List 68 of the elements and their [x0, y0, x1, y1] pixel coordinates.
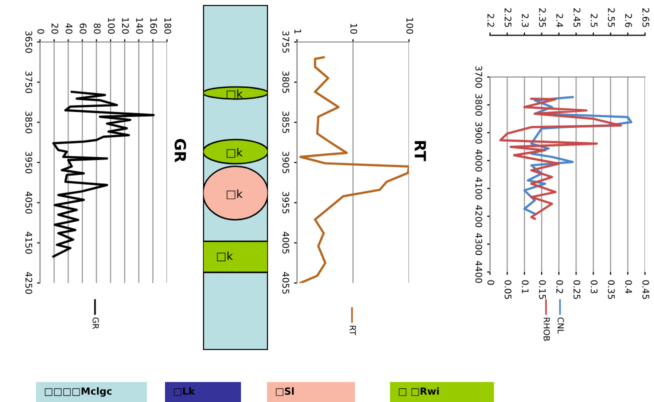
x-tick-label: 10	[350, 24, 358, 34]
x-tick-label: 0.4	[625, 280, 632, 294]
y-tick-label: 3650	[25, 31, 32, 53]
legend-label: CNL	[558, 317, 564, 334]
x-tick-label: 0.35	[608, 280, 615, 299]
y-tick-label: 4055	[282, 272, 290, 294]
x-tick-label: 0.2	[556, 280, 564, 294]
x-tick-label: 0.1	[522, 280, 529, 294]
x2-tick-label: 2.25	[504, 8, 512, 27]
x-tick-label: 120	[122, 18, 129, 34]
text: GR	[174, 139, 186, 162]
text: □Lk	[174, 387, 196, 396]
text: □Sl	[276, 387, 294, 396]
y-tick-label: 4400	[475, 260, 482, 283]
y-tick-label: 4150	[25, 232, 32, 254]
x-tick-label: 0	[37, 29, 44, 34]
y-tick-label: 4100	[475, 177, 482, 200]
x-tick-label: 180	[164, 18, 172, 34]
x2-tick-label: 2.5	[590, 14, 598, 27]
y-tick-label: 3750	[25, 71, 32, 94]
x-tick-label: 0.3	[590, 280, 598, 294]
text: RT	[414, 141, 426, 162]
x2-tick-label: 2.35	[539, 8, 546, 27]
x2-tick-label: 2.4	[556, 14, 564, 28]
y-tick-label: 3950	[25, 152, 32, 174]
text: □k	[226, 148, 243, 158]
legend-label: RHOB	[544, 318, 550, 341]
x-tick-label: 0.15	[539, 280, 546, 299]
text: □k	[226, 189, 243, 200]
y-tick-label: 3850	[25, 112, 32, 134]
y-tick-label: 3855	[282, 112, 290, 134]
x2-tick-label: 2.2	[488, 14, 494, 27]
x2-tick-label: 2.65	[642, 8, 650, 27]
x-tick-label: 160	[150, 18, 158, 34]
x-tick-label: 100	[108, 18, 115, 34]
x2-tick-label: 2.55	[608, 8, 615, 27]
x-tick-label: 60	[80, 24, 87, 34]
x-tick-label: 20	[51, 24, 58, 34]
legend-label: GR	[92, 317, 99, 330]
y-tick-label: 4000	[475, 150, 482, 172]
x-tick-label: 140	[136, 18, 143, 34]
y-tick-label: 4200	[475, 205, 482, 228]
text: □k	[217, 251, 233, 262]
x-tick-label: 100	[406, 18, 414, 34]
text: □ □Rwi	[398, 387, 439, 396]
y-tick-label: 3700	[475, 66, 482, 88]
y-tick-label: 3805	[282, 71, 290, 93]
x-tick-label: 40	[66, 23, 72, 34]
x2-tick-label: 2.45	[573, 8, 580, 27]
y-tick-label: 4050	[25, 192, 32, 214]
x2-tick-label: 2.6	[625, 14, 632, 28]
y-tick-label: 3900	[475, 122, 482, 144]
text: □□□□Mclgc	[44, 387, 112, 397]
x2-tick-label: 2.3	[522, 14, 529, 27]
x-tick-label: 80	[94, 23, 101, 34]
legend-label: RT	[350, 326, 356, 336]
y-tick-label: 3800	[475, 94, 482, 116]
y-tick-label: 3905	[282, 152, 290, 174]
x-tick-label: 0	[487, 280, 494, 285]
y-tick-label: 3755	[282, 31, 290, 53]
x-tick-label: 1	[294, 30, 302, 34]
y-tick-label: 4300	[475, 233, 482, 256]
x-tick-label: 0.25	[573, 280, 580, 299]
y-tick-label: 4250	[25, 272, 32, 294]
y-tick-label: 3955	[282, 192, 290, 214]
x-tick-label: 0.45	[642, 280, 650, 299]
x-tick-label: 0.05	[504, 280, 512, 299]
y-tick-label: 4005	[282, 232, 290, 254]
